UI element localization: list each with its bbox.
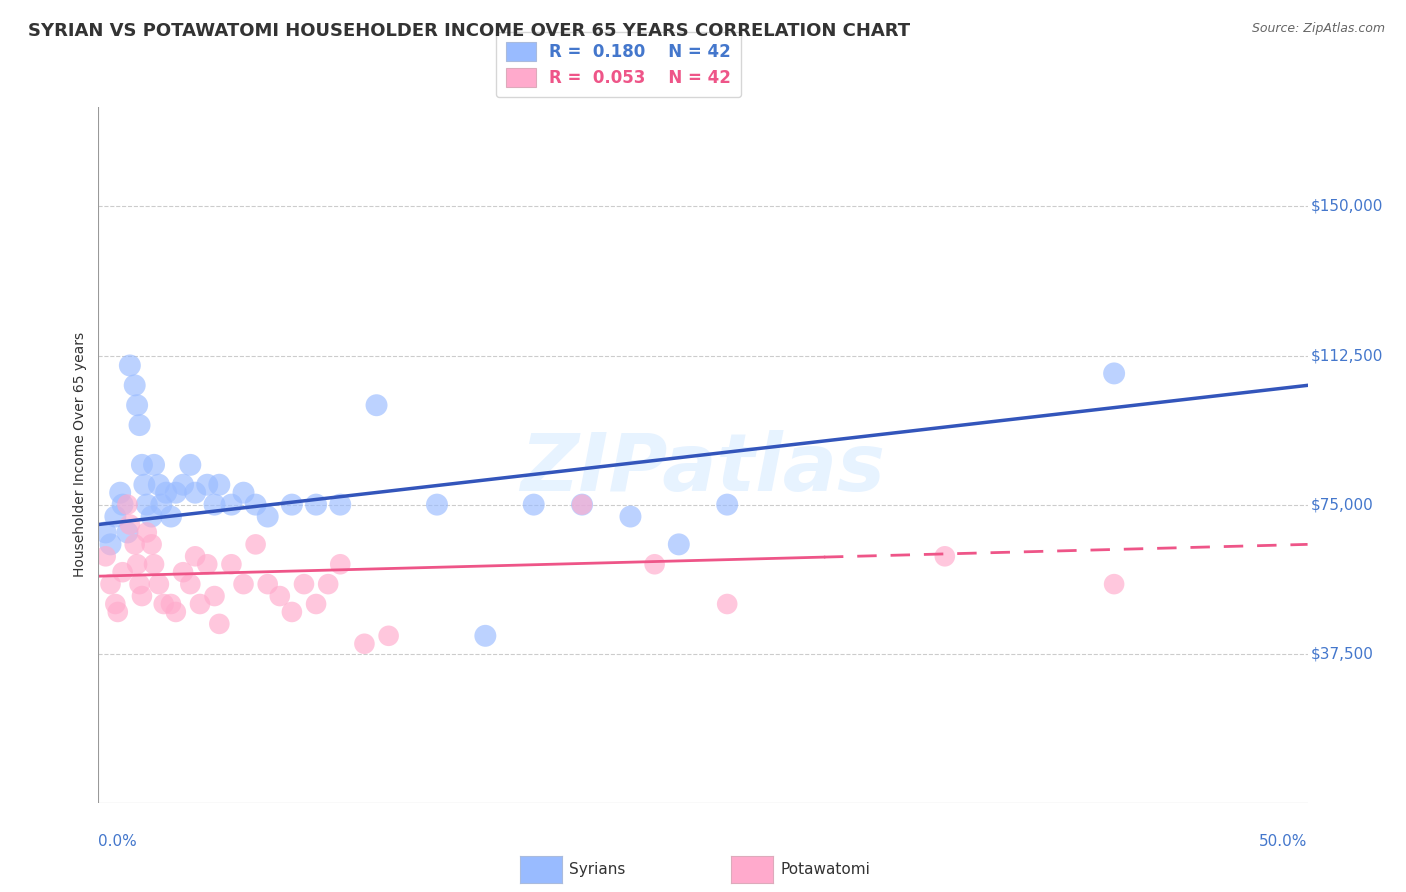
Point <box>571 498 593 512</box>
Point <box>165 485 187 500</box>
Point <box>118 517 141 532</box>
Text: $37,500: $37,500 <box>1312 646 1374 661</box>
Point <box>94 525 117 540</box>
Point <box>245 498 267 512</box>
Point <box>184 549 207 564</box>
Point <box>316 577 339 591</box>
Point <box>172 565 194 579</box>
Point <box>127 558 149 572</box>
Point <box>131 589 153 603</box>
Text: SYRIAN VS POTAWATOMI HOUSEHOLDER INCOME OVER 65 YEARS CORRELATION CHART: SYRIAN VS POTAWATOMI HOUSEHOLDER INCOME … <box>28 22 910 40</box>
Text: $150,000: $150,000 <box>1312 199 1384 214</box>
Point <box>353 637 375 651</box>
Point <box>131 458 153 472</box>
Point <box>204 498 226 512</box>
Point <box>127 398 149 412</box>
Point <box>100 537 122 551</box>
Point <box>135 525 157 540</box>
Text: Potawatomi: Potawatomi <box>780 863 870 877</box>
Point <box>128 418 150 433</box>
Text: $112,500: $112,500 <box>1312 348 1384 363</box>
Point <box>934 549 956 564</box>
Text: $75,000: $75,000 <box>1312 497 1374 512</box>
Point <box>232 577 254 591</box>
Text: ZIPatlas: ZIPatlas <box>520 430 886 508</box>
Point <box>135 498 157 512</box>
Point <box>118 359 141 373</box>
Point <box>100 577 122 591</box>
Point <box>329 498 352 512</box>
Point <box>204 589 226 603</box>
Point <box>619 509 641 524</box>
Point <box>208 477 231 491</box>
Point <box>179 458 201 472</box>
Point <box>124 537 146 551</box>
Point <box>195 558 218 572</box>
Text: Syrians: Syrians <box>569 863 626 877</box>
Point <box>1102 577 1125 591</box>
Point <box>117 525 139 540</box>
Point <box>143 558 166 572</box>
Point <box>256 577 278 591</box>
Legend: R =  0.180    N = 42, R =  0.053    N = 42: R = 0.180 N = 42, R = 0.053 N = 42 <box>496 32 741 97</box>
Point <box>94 549 117 564</box>
Point <box>143 458 166 472</box>
Point <box>104 597 127 611</box>
Point <box>160 597 183 611</box>
Point <box>155 485 177 500</box>
Point <box>150 498 173 512</box>
Point <box>148 477 170 491</box>
Point <box>141 509 163 524</box>
Point <box>232 485 254 500</box>
Point <box>188 597 211 611</box>
Text: 50.0%: 50.0% <box>1260 834 1308 849</box>
Point <box>474 629 496 643</box>
Text: 0.0%: 0.0% <box>98 834 138 849</box>
Point <box>134 477 156 491</box>
Point <box>716 498 738 512</box>
Point <box>668 537 690 551</box>
Point <box>111 565 134 579</box>
Point <box>523 498 546 512</box>
Point <box>179 577 201 591</box>
Point <box>128 577 150 591</box>
Point <box>269 589 291 603</box>
Point <box>148 577 170 591</box>
Point <box>245 537 267 551</box>
Point <box>644 558 666 572</box>
Point <box>172 477 194 491</box>
Point <box>195 477 218 491</box>
Point <box>221 498 243 512</box>
Point <box>366 398 388 412</box>
Text: Source: ZipAtlas.com: Source: ZipAtlas.com <box>1251 22 1385 36</box>
Point <box>377 629 399 643</box>
Point <box>221 558 243 572</box>
Point <box>184 485 207 500</box>
Point <box>305 597 328 611</box>
Point <box>305 498 328 512</box>
Point <box>716 597 738 611</box>
Point <box>117 498 139 512</box>
Point <box>152 597 174 611</box>
Point <box>107 605 129 619</box>
Y-axis label: Householder Income Over 65 years: Householder Income Over 65 years <box>73 333 87 577</box>
Point <box>1102 367 1125 381</box>
Point <box>571 498 593 512</box>
Point <box>104 509 127 524</box>
Point <box>292 577 315 591</box>
Point <box>111 498 134 512</box>
Point <box>281 605 304 619</box>
Point <box>329 558 352 572</box>
Point <box>281 498 304 512</box>
Point <box>141 537 163 551</box>
Point <box>208 616 231 631</box>
Point <box>160 509 183 524</box>
Point <box>426 498 449 512</box>
Point <box>108 485 131 500</box>
Point <box>256 509 278 524</box>
Point <box>124 378 146 392</box>
Point <box>165 605 187 619</box>
